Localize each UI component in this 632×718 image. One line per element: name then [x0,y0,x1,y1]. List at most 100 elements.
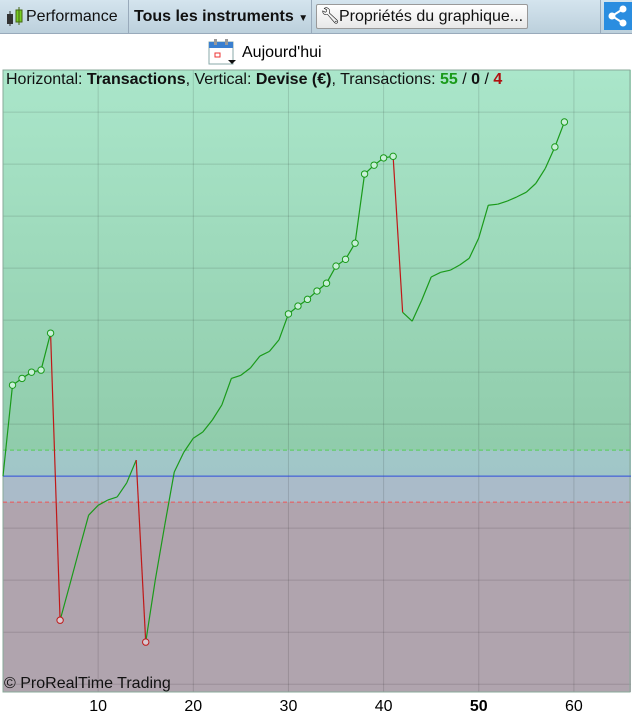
equity-segment [249,355,261,369]
equity-segment [516,191,527,198]
divider [128,0,129,33]
x-tick-label: 10 [89,698,108,715]
equity-segment [544,146,556,169]
copyright: © ProRealTime Trading [4,675,171,692]
x-tick-label: 20 [184,698,203,715]
equity-segment [478,205,489,239]
equity-segment [59,585,71,621]
trade-marker [27,368,36,376]
legend-v-value: Devise (€) [255,71,332,88]
performance-button[interactable]: Performance [4,4,118,29]
equity-segment [278,313,290,341]
equity-segment [421,276,432,301]
equity-segment [88,504,99,516]
x-tick-label: 60 [565,698,583,715]
legend-h-prefix: Horizontal: [6,71,87,88]
performance-label: Performance [26,8,118,25]
equity-segment [192,431,204,439]
equity-segment [268,339,280,352]
trade-marker [18,374,26,383]
equity-segment [392,156,404,313]
equity-segment [164,471,175,526]
chart-properties-button[interactable]: 🔧︎ Propriétés du graphique... [316,4,529,29]
equity-segment [468,237,480,259]
equity-segment [211,404,223,421]
toolbar: Performance Tous les instruments ▼ 🔧︎ Pro… [0,0,632,34]
equity-segment [354,173,366,244]
chart-legend: Horizontal: Transactions, Vertical: Devi… [6,71,502,89]
trade-marker [341,255,350,264]
equity-segment [154,524,166,581]
date-label: Aujourd'hui [242,44,322,61]
trade-marker [560,118,569,126]
legend-sep: / [480,71,494,88]
trade-marker [294,302,302,310]
equity-segment [40,333,52,371]
equity-segment [135,460,147,643]
x-tick-label: 40 [374,698,393,715]
trade-marker [360,170,369,178]
neutral-count: 0 [471,71,481,88]
equity-segment [116,482,128,498]
calendar-icon [208,39,236,65]
plot-border [2,69,631,693]
instruments-label: Tous les instruments [134,8,294,25]
legend-t-prefix: , Transactions: [331,71,440,88]
x-tick-label: 30 [279,698,298,715]
trade-marker [142,638,150,646]
legend-sep: / [457,71,472,88]
trade-marker [351,239,359,247]
trade-marker [370,161,378,169]
trade-marker [284,310,293,318]
equity-segment [49,333,61,621]
trade-marker [56,616,64,624]
equity-segment [183,437,194,453]
share-icon[interactable] [604,2,632,30]
equity-segment [497,200,508,205]
equity-segment [449,264,461,271]
trade-marker [313,287,321,295]
caret-down-icon: ▼ [298,13,309,24]
positive-zone [3,70,631,477]
equity-segment [488,203,498,206]
date-selector[interactable]: Aujourd'hui [208,39,322,66]
equity-segment [107,496,118,501]
wins-count: 55 [439,71,458,88]
equity-segment [535,167,546,184]
equity-segment [240,367,251,376]
equity-segment [411,300,423,322]
trade-marker [46,329,55,337]
equity-segment [459,257,470,266]
equity-segment [507,196,518,202]
equity-segment [231,374,242,379]
equity-segment [2,385,14,477]
trade-marker [551,143,559,151]
divider [311,0,312,33]
equity-segment [202,419,213,433]
equity-segment [78,515,90,551]
equity-segment [69,549,80,586]
equity-segment [525,182,537,193]
equity-segment [554,121,565,148]
losses-count: 4 [493,71,503,88]
equity-segment [126,459,137,484]
trade-marker [332,262,340,270]
legend-v-prefix: , Vertical: [185,71,256,88]
equity-segment [402,311,413,322]
wrench-icon: 🔧︎ [320,8,341,25]
equity-segment [145,580,156,643]
legend-h-value: Transactions [86,71,186,88]
divider [600,0,601,33]
properties-label: Propriétés du graphique... [339,8,524,25]
instruments-dropdown[interactable]: Tous les instruments ▼ [134,4,308,29]
trade-marker [379,154,388,162]
trade-marker [37,366,45,374]
negative-zone [3,476,631,692]
equity-segment [221,378,232,406]
x-tick-label: 50 [469,698,488,715]
performance-chart[interactable] [0,69,632,718]
equity-segment [97,499,108,506]
equity-segment [430,271,441,278]
trade-marker [8,381,17,389]
candlestick-icon [7,6,23,26]
